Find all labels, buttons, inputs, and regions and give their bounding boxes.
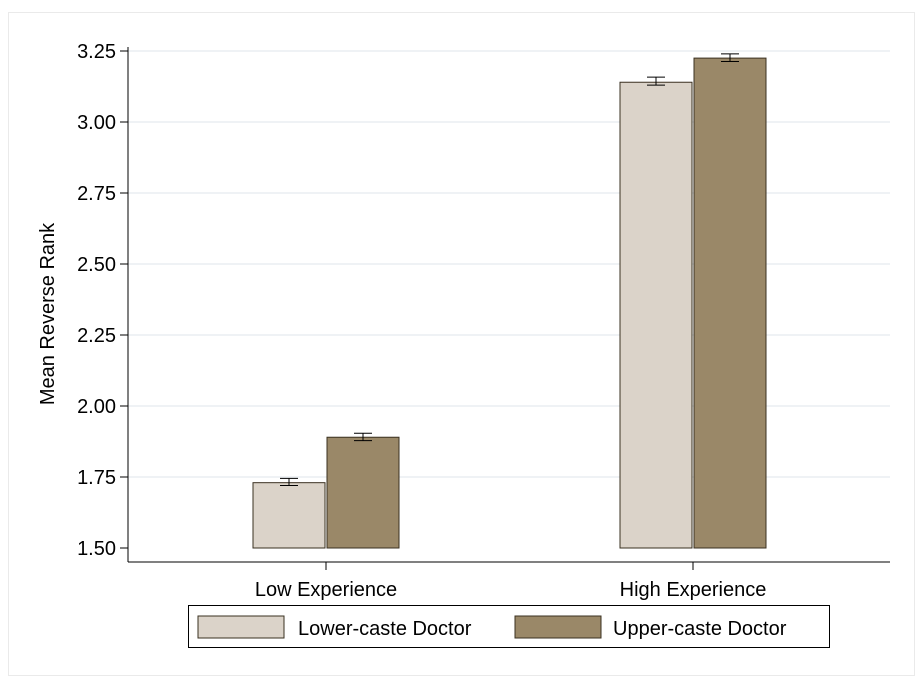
y-tick-label: 1.75 <box>77 467 116 489</box>
y-tick-label: 1.50 <box>77 538 116 560</box>
y-tick-label: 2.50 <box>77 254 116 276</box>
y-axis-label: Mean Reverse Rank <box>37 222 59 405</box>
legend-label: Upper-caste Doctor <box>613 618 787 640</box>
x-tick-label: Low Experience <box>255 579 397 601</box>
y-tick-label: 3.00 <box>77 112 116 134</box>
error-bars <box>280 53 739 487</box>
bar <box>619 81 693 549</box>
gridlines <box>128 50 890 478</box>
y-axis: 1.50 1.75 2.00 2.25 2.50 2.75 3.00 3.25 <box>77 41 129 562</box>
bar <box>252 482 326 549</box>
bar <box>693 57 767 549</box>
y-tick-label: 2.00 <box>77 396 116 418</box>
y-tick-label: 2.25 <box>77 325 116 347</box>
bars <box>252 57 767 549</box>
figure-border <box>8 12 915 676</box>
legend-box <box>188 605 830 648</box>
legend: Lower-caste Doctor Upper-caste Doctor <box>188 605 830 648</box>
x-tick-label: High Experience <box>620 579 767 601</box>
y-tick-label: 3.25 <box>77 41 116 63</box>
legend-swatch <box>514 615 602 639</box>
legend-swatch <box>197 615 285 639</box>
bar <box>326 436 400 549</box>
y-tick-label: 2.75 <box>77 183 116 205</box>
x-axis: Low Experience High Experience <box>128 561 890 601</box>
legend-label: Lower-caste Doctor <box>298 618 472 640</box>
